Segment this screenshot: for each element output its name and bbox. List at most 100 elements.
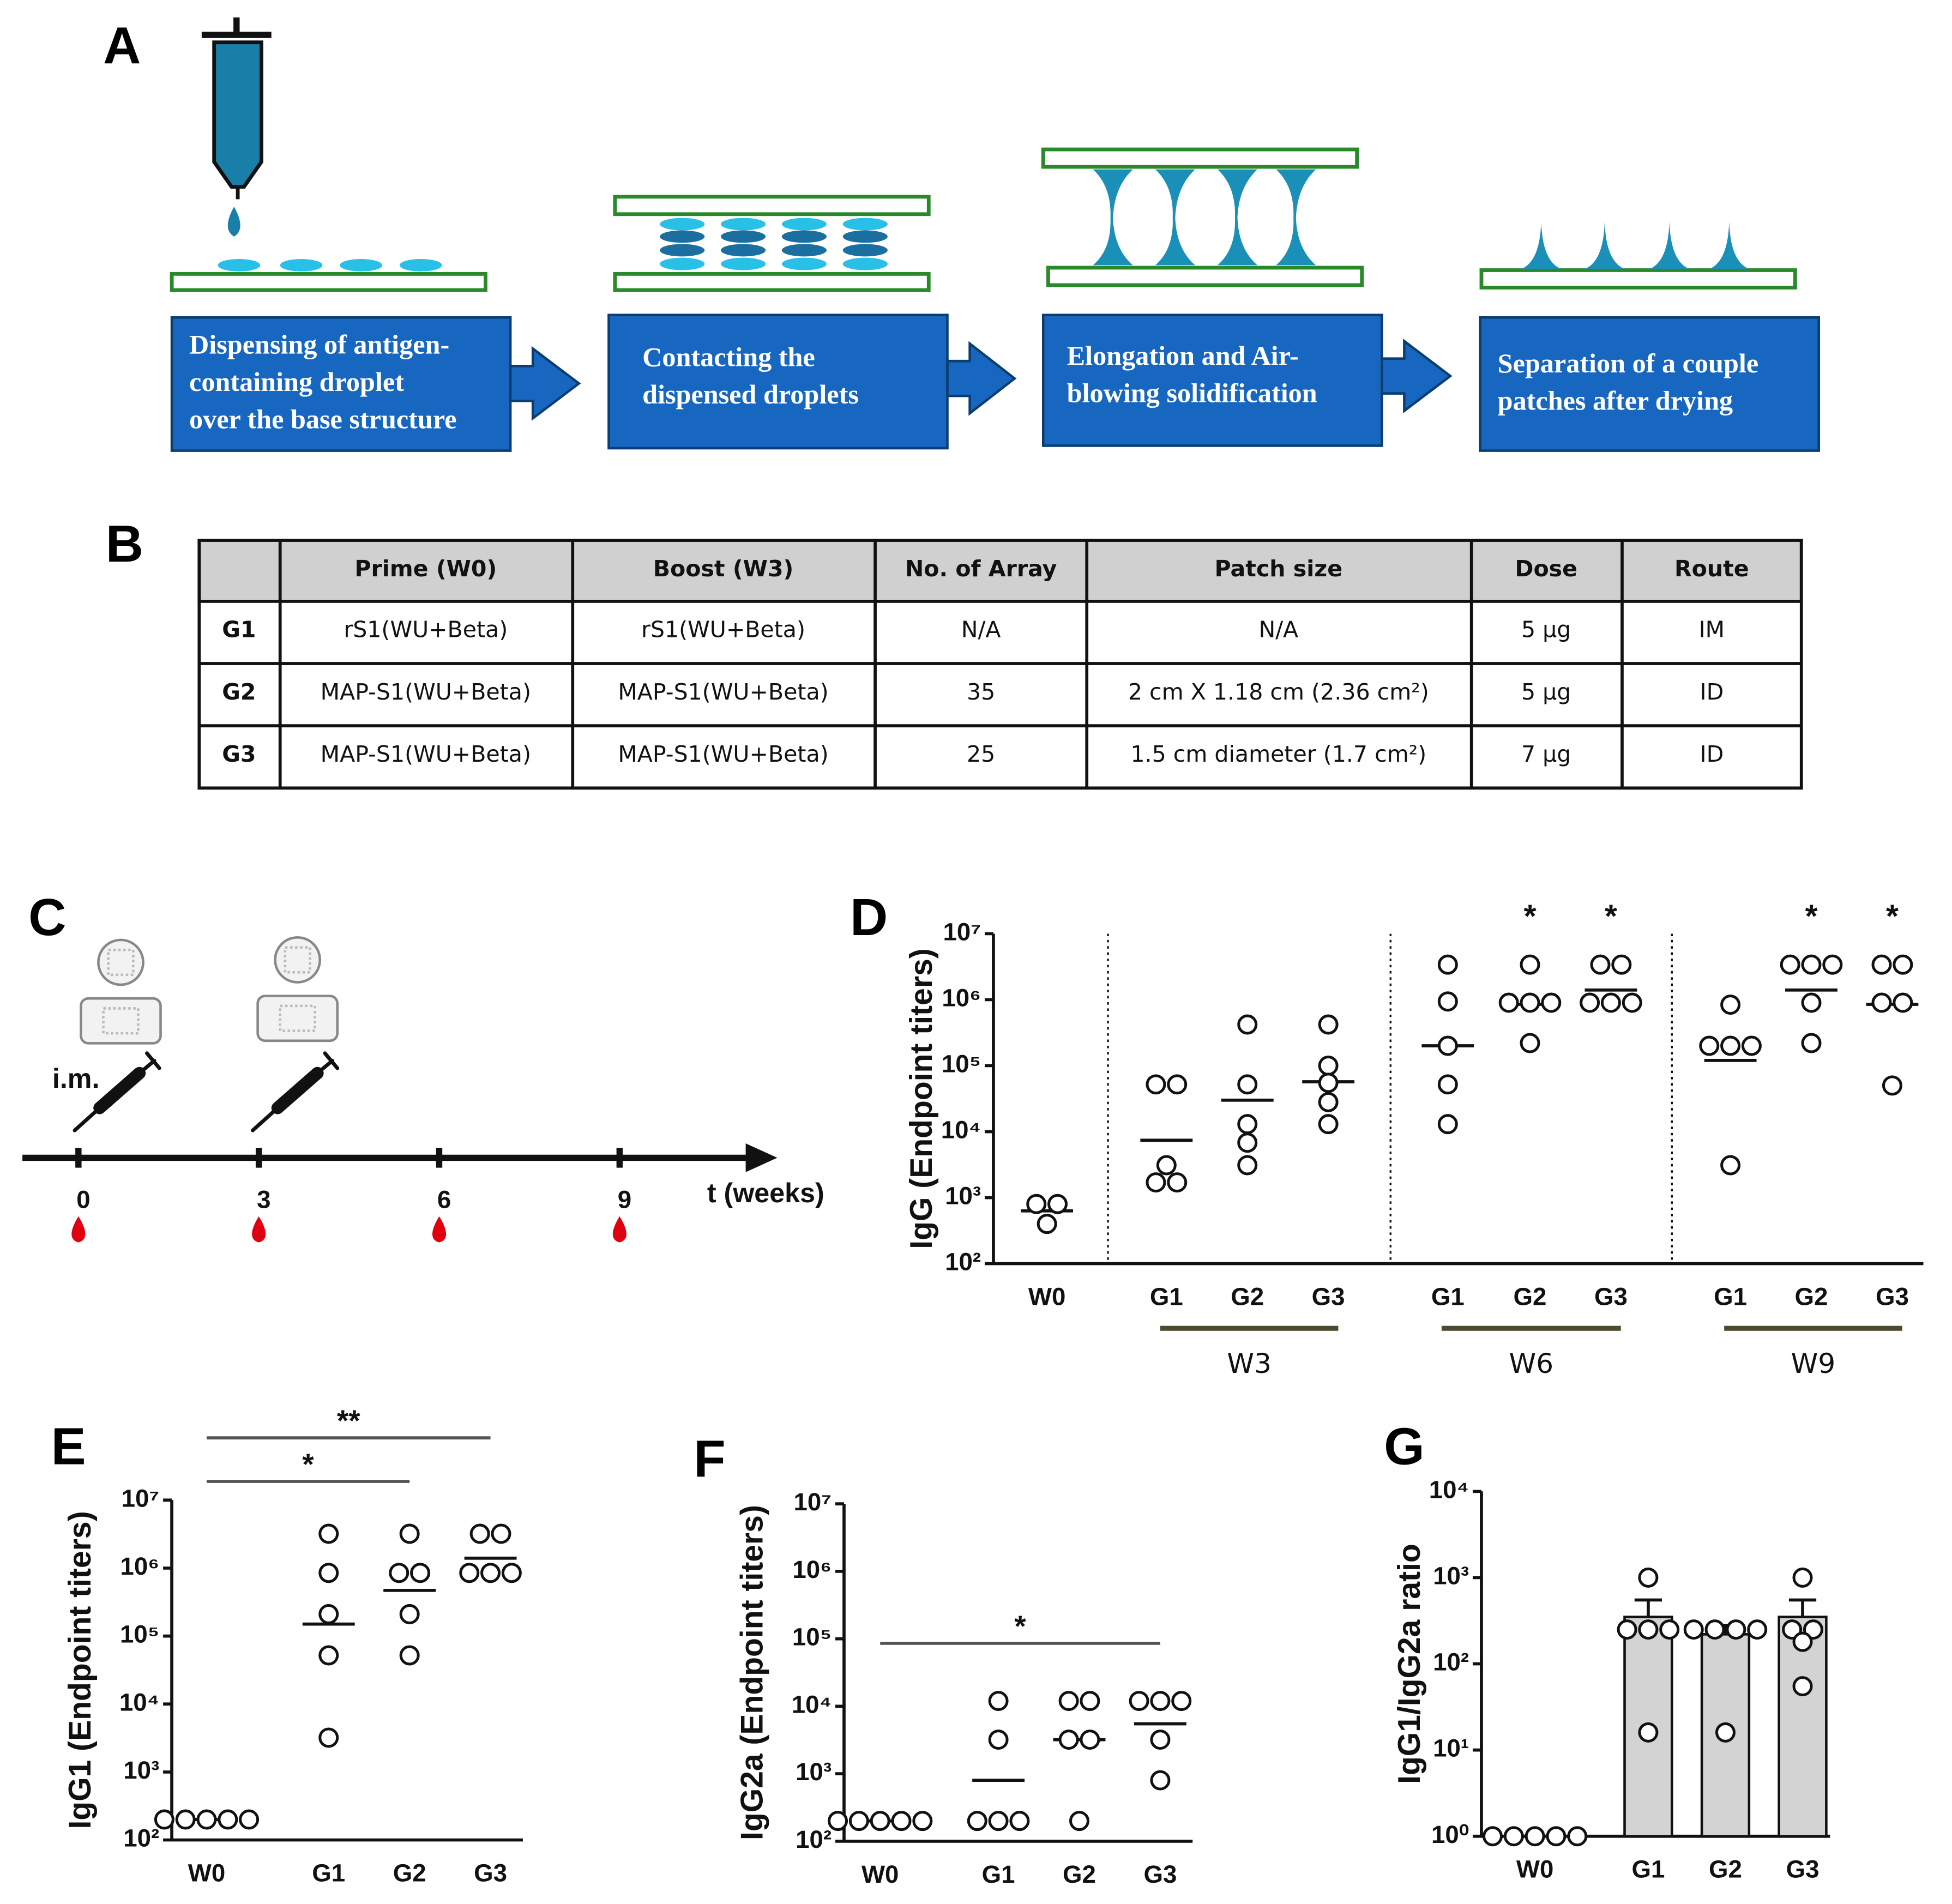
data-point [1237, 1155, 1258, 1176]
table-header: Prime (W0) [354, 556, 497, 582]
data-point [1546, 1826, 1567, 1847]
x-tick-label: G1 [312, 1859, 345, 1887]
y-tick-label: 10⁷ [122, 1484, 160, 1512]
data-point [1146, 1172, 1166, 1193]
y-axis-title: IgG1/IgG2a ratio [1392, 1544, 1427, 1784]
y-tick-label: 10⁶ [120, 1552, 159, 1580]
table-cell: G2 [222, 679, 256, 705]
table-cell: IM [1699, 617, 1725, 643]
data-point [1617, 1619, 1637, 1640]
data-point [1622, 992, 1642, 1013]
data-point [1720, 1035, 1741, 1056]
data-point [1167, 1074, 1188, 1095]
table-cell: G3 [222, 741, 256, 767]
data-point [1747, 1619, 1768, 1640]
y-tick-label: 10² [1433, 1648, 1469, 1676]
x-tick-label: G1 [982, 1860, 1015, 1888]
data-point [1782, 1619, 1803, 1640]
y-tick-label: 10⁵ [792, 1623, 832, 1651]
table-cell: 5 μg [1521, 617, 1571, 643]
data-point [1437, 954, 1458, 975]
table-cell: rS1(WU+Beta) [641, 617, 805, 643]
data-point [1792, 1631, 1813, 1652]
data-point [1318, 1114, 1339, 1135]
x-tick-label: G3 [1876, 1282, 1909, 1310]
data-point [1801, 1033, 1822, 1053]
process-diagram [170, 17, 1820, 452]
x-tick-label: G3 [1143, 1860, 1177, 1888]
data-point [1638, 1619, 1659, 1640]
y-tick-label: 10³ [945, 1182, 981, 1210]
x-tick-label: W0 [1516, 1855, 1553, 1883]
table-cell: 7 μg [1521, 741, 1571, 767]
data-point [1726, 1619, 1746, 1640]
data-point [1483, 1826, 1503, 1847]
data-point [1318, 1055, 1339, 1076]
comparison-label: ** [337, 1403, 360, 1437]
table-header: No. of Array [905, 556, 1057, 582]
data-point [1058, 1691, 1079, 1712]
step-text: over the base structure [189, 404, 456, 435]
table-cell: 25 [967, 741, 995, 767]
data-point [1699, 1035, 1720, 1056]
data-point [1437, 1035, 1458, 1056]
data-point [870, 1811, 890, 1831]
data-point [175, 1809, 196, 1830]
blood-drop [252, 1216, 266, 1243]
data-point [1080, 1691, 1100, 1712]
comparison-label: * [302, 1447, 314, 1481]
data-point [480, 1563, 501, 1583]
table-cell: 35 [967, 679, 995, 705]
data-point [399, 1645, 420, 1666]
x-tick-label: W0 [188, 1859, 225, 1887]
table-cell: ID [1700, 741, 1724, 767]
significance-label: * [1523, 898, 1537, 935]
step-text: containing droplet [189, 366, 404, 397]
week-label: 3 [257, 1185, 270, 1213]
x-tick-label: G1 [1431, 1282, 1465, 1310]
data-point [1567, 1826, 1588, 1847]
x-tick-label: G2 [1709, 1855, 1742, 1883]
week-label: 6 [437, 1185, 451, 1213]
data-point [988, 1691, 1009, 1712]
significance-label: * [1886, 898, 1899, 935]
x-tick-label: G1 [1631, 1855, 1665, 1883]
panel-label: E [51, 1417, 86, 1475]
data-point [967, 1811, 987, 1831]
panel-label: D [850, 888, 888, 947]
x-tick-label: G2 [1063, 1860, 1096, 1888]
y-axis-title: IgG2a (Endpoint titers) [735, 1505, 770, 1840]
data-point [1801, 992, 1822, 1013]
table-cell: MAP-S1(WU+Beta) [321, 679, 531, 705]
data-point [1720, 995, 1741, 1015]
data-point [1638, 1722, 1659, 1743]
data-point [318, 1523, 339, 1544]
y-tick-label: 10² [945, 1248, 981, 1276]
data-point [1150, 1730, 1171, 1750]
panel-label: F [694, 1430, 726, 1488]
step-text: Dispensing of antigen- [189, 329, 449, 360]
significance-label: * [1605, 898, 1618, 935]
table-cell: 5 μg [1521, 679, 1571, 705]
route-label: i.m. [52, 1063, 100, 1094]
data-point [399, 1604, 420, 1624]
significance-label: * [1805, 898, 1818, 935]
data-point [1437, 1114, 1458, 1135]
y-tick-label: 10⁴ [941, 1116, 981, 1144]
x-tick-label: G1 [1714, 1282, 1747, 1310]
step-text: Separation of a couple [1498, 348, 1758, 378]
data-point [1146, 1074, 1166, 1095]
data-point [491, 1523, 511, 1544]
data-point [1520, 954, 1540, 975]
table-cell: N/A [961, 617, 1001, 643]
table-cell: rS1(WU+Beta) [344, 617, 508, 643]
data-point [318, 1563, 339, 1583]
step-text: Elongation and Air- [1067, 340, 1299, 371]
data-point [1893, 954, 1913, 975]
y-tick-label: 10⁶ [942, 984, 981, 1012]
y-tick-label: 10⁵ [942, 1050, 981, 1078]
data-point [1822, 954, 1843, 975]
data-point [1037, 1214, 1057, 1234]
comparison-label: * [1014, 1609, 1026, 1643]
data-point [848, 1811, 869, 1831]
